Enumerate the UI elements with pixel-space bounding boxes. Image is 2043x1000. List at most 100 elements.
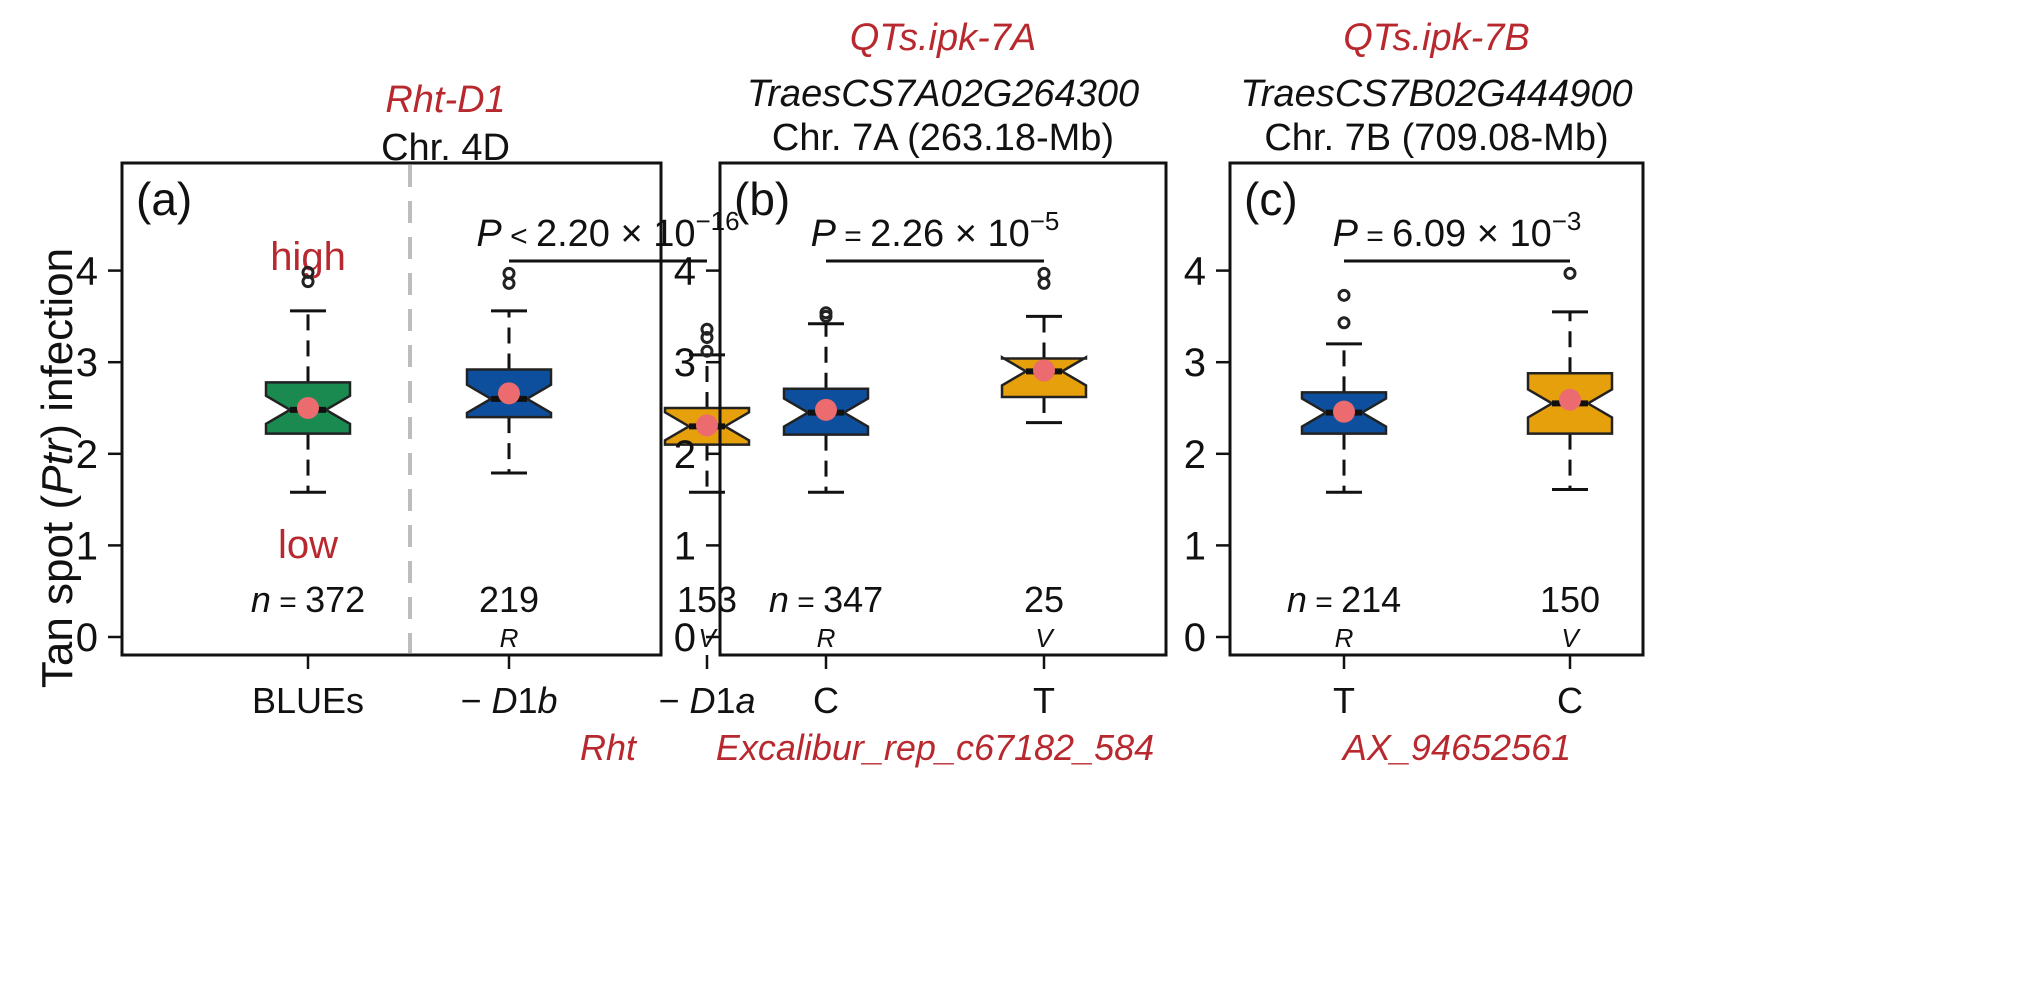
outlier-point: [1037, 276, 1051, 290]
p-value-part: <: [502, 220, 536, 253]
panel-c: 0 1 2 3 4 T C QTs.ipk-7B TraesCS7B02G444900Chr. …: [1184, 17, 1645, 768]
x-tick-label-part: D: [491, 680, 517, 721]
p-value-part: =: [836, 220, 870, 253]
mean-point: [297, 397, 319, 419]
allele-label: R: [1335, 623, 1354, 653]
p-value-label: P = 6.09 × 10−3: [1333, 206, 1582, 255]
y-tick-label: 4: [76, 250, 98, 294]
n-label-part: =: [271, 586, 305, 619]
n-label-part: n: [769, 579, 789, 620]
panel-tag: (a): [136, 173, 192, 225]
n-label: 219: [479, 579, 539, 620]
allele-label: R: [500, 623, 519, 653]
y-tick-label: 4: [1184, 250, 1206, 294]
y-tick-label: 1: [1184, 524, 1206, 568]
p-value-part: 6.09 × 10: [1392, 213, 1552, 255]
gene-label: Rht-D1: [385, 79, 505, 121]
y-tick-label: 2: [674, 433, 696, 477]
x-tick-label-part: b: [538, 680, 558, 721]
x-tick-label: − D1b: [460, 680, 557, 721]
n-label-part: 372: [305, 579, 365, 620]
y-axis-label-italic: Ptr: [33, 436, 82, 495]
p-value-part: P: [1333, 213, 1359, 255]
n-label-part: 347: [823, 579, 883, 620]
y-tick-label: 1: [674, 524, 696, 568]
outlier-point: [1037, 266, 1051, 280]
chromosome-label: Chr. 4D: [381, 127, 510, 169]
outlier-point: [502, 276, 516, 290]
y-tick-label: 0: [1184, 616, 1206, 660]
p-value-part: 2.26 × 10: [870, 213, 1030, 255]
qtl-label: QTs.ipk-7B: [1343, 17, 1530, 59]
p-value-part: P: [811, 213, 837, 255]
marker-label: Rht: [580, 727, 638, 768]
p-value-part: −5: [1030, 206, 1060, 236]
y-tick-label: 2: [1184, 433, 1206, 477]
mean-point: [1333, 400, 1355, 423]
n-label: 150: [1540, 579, 1600, 620]
allele-label: R: [817, 623, 836, 653]
x-tick-label-part: −: [658, 680, 689, 721]
outlier-point: [700, 330, 714, 344]
x-tick-label: C: [813, 680, 839, 721]
boxplot-T: 25V: [1000, 266, 1088, 653]
panel-frame: [718, 161, 1168, 657]
x-tick-label-part: 1: [517, 680, 537, 721]
outlier-point: [700, 322, 714, 336]
x-tick-label-part: −: [460, 680, 491, 721]
high-label: high: [270, 235, 346, 279]
mean-point: [815, 398, 837, 421]
outlier-point: [819, 306, 833, 320]
y-axis-label: Tan spot (Ptr) infection: [33, 248, 82, 688]
panel-tag: (b): [734, 173, 790, 225]
y-axis-label-paren-close: ): [33, 424, 82, 439]
x-tick-label: T: [1033, 680, 1055, 721]
n-label: n = 372: [251, 579, 365, 620]
y-tick-label: 3: [1184, 341, 1206, 385]
n-label-part: n: [1287, 579, 1307, 620]
p-value-part: −16: [696, 206, 740, 236]
p-value-part: =: [1358, 220, 1392, 253]
qtl-label: QTs.ipk-7A: [850, 17, 1037, 59]
mean-point: [498, 382, 520, 405]
y-tick-label: 1: [76, 524, 98, 568]
n-label: 25: [1024, 579, 1064, 620]
outlier-point: [1563, 266, 1577, 280]
n-label-part: =: [1307, 586, 1341, 619]
x-tick-label: C: [1557, 680, 1583, 721]
panel-frame: [120, 161, 663, 657]
boxplot-BLUEs: n = 372: [251, 265, 365, 620]
panel-tag: (c): [1244, 173, 1298, 225]
x-tick-label-part: a: [736, 680, 756, 721]
low-label: low: [278, 523, 338, 567]
n-label: n = 347: [769, 579, 883, 620]
mean-point: [1559, 388, 1581, 411]
y-axis-label-post: infection: [33, 248, 82, 424]
mean-point: [696, 414, 718, 437]
n-label-part: =: [789, 586, 823, 619]
mean-point: [1033, 359, 1055, 382]
y-tick-label: 4: [674, 250, 696, 294]
allele-label: V: [1561, 623, 1581, 653]
p-value-part: 2.20 × 10: [536, 213, 696, 255]
x-tick-label: − D1a: [658, 680, 755, 721]
marker-label: AX_94652561: [1341, 727, 1571, 768]
y-axis-label-pre: Tan spot: [33, 510, 82, 689]
x-tick-label-part: D: [689, 680, 715, 721]
x-tick-label: T: [1333, 680, 1355, 721]
n-label: n = 214: [1287, 579, 1401, 620]
p-value-label: P = 2.26 × 10−5: [811, 206, 1060, 255]
outlier-point: [1337, 288, 1351, 302]
chromosome-label: Chr. 7A (263.18-Mb): [772, 117, 1114, 159]
panel-frame: [1228, 161, 1645, 657]
y-tick-label: 0: [76, 616, 98, 660]
p-value-part: P: [476, 213, 502, 255]
gene-label: TraesCS7B02G444900: [1240, 73, 1632, 115]
